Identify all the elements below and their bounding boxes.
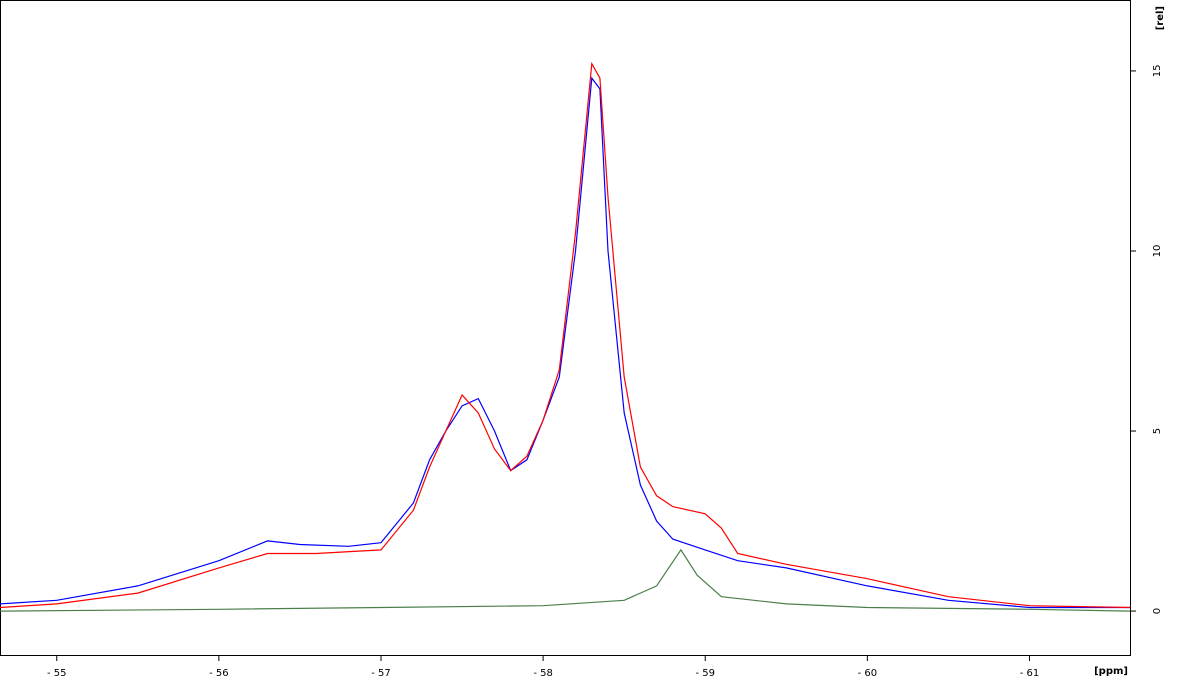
y-tick-label: 10 bbox=[1152, 245, 1163, 258]
y-axis-label: [rel] bbox=[1155, 6, 1166, 30]
x-tick-label: - 56 bbox=[209, 668, 229, 679]
spectrum-line bbox=[0, 61, 1131, 609]
x-tick-label: - 59 bbox=[695, 668, 715, 679]
spectrum-line bbox=[0, 548, 1131, 612]
y-tick-label: 5 bbox=[1152, 428, 1163, 434]
y-tick-label: 0 bbox=[1152, 608, 1163, 614]
spectrum-line bbox=[0, 76, 1130, 609]
x-tick-label: - 55 bbox=[47, 668, 67, 679]
plot-frame bbox=[0, 0, 1131, 656]
y-tick-label: 15 bbox=[1152, 65, 1163, 78]
x-axis-label: [ppm] bbox=[1094, 666, 1128, 677]
x-tick-label: - 61 bbox=[1020, 668, 1040, 679]
x-tick-label: - 60 bbox=[858, 668, 878, 679]
x-tick-label: - 58 bbox=[533, 668, 553, 679]
x-tick-label: - 57 bbox=[371, 668, 391, 679]
